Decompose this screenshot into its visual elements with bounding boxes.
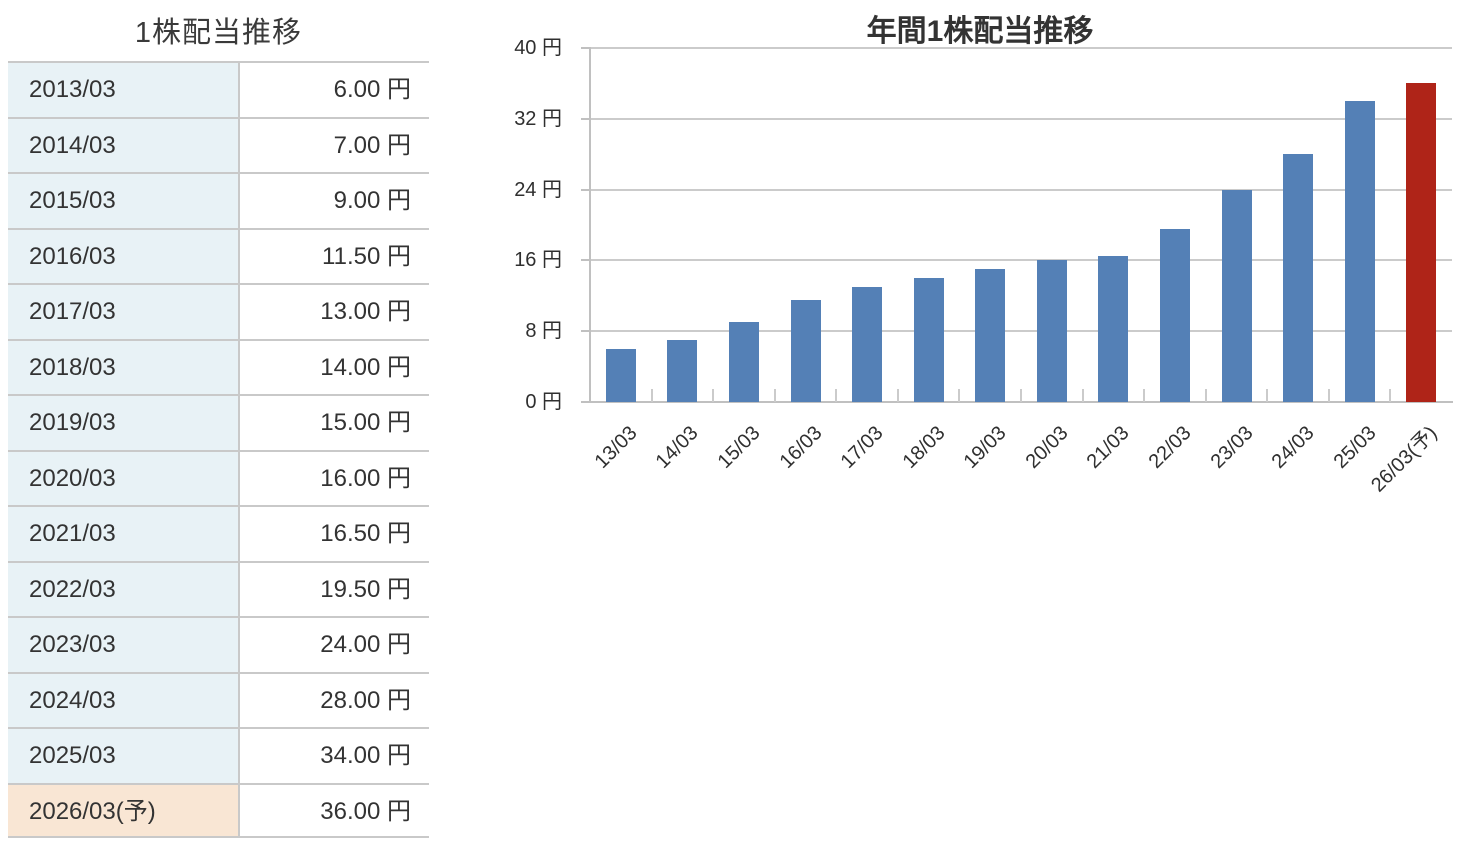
x-tick xyxy=(1266,389,1269,402)
value-cell: 11.50 円 xyxy=(240,229,429,283)
x-tick xyxy=(1081,389,1084,402)
x-tick xyxy=(1020,389,1022,402)
x-tick xyxy=(1204,389,1207,402)
grid-line xyxy=(590,259,1452,262)
value-cell: 14.00 円 xyxy=(240,340,429,394)
x-tick xyxy=(958,389,961,402)
x-tick xyxy=(712,389,715,402)
x-tick xyxy=(650,389,653,402)
value-cell: 36.00 円 xyxy=(240,784,429,836)
year-cell: 2016/03 xyxy=(8,229,240,283)
bar-26-03-forecast xyxy=(1406,83,1437,402)
x-tick xyxy=(835,389,838,402)
x-tick xyxy=(896,389,899,402)
chart-title: 年間1株配当推移 xyxy=(866,15,1094,48)
y-axis-line xyxy=(589,47,591,403)
bar-19-03 xyxy=(975,269,1006,402)
table-row: 2023/03 24.00 円 xyxy=(8,616,429,672)
bar-18-03 xyxy=(913,278,944,402)
year-cell: 2017/03 xyxy=(8,285,240,339)
year-cell: 2021/03 xyxy=(8,507,240,561)
year-cell: 2013/03 xyxy=(8,63,240,117)
year-cell: 2022/03 xyxy=(8,562,240,616)
y-tick xyxy=(581,47,590,49)
y-axis-label: 8 円 xyxy=(525,320,562,343)
value-cell: 28.00 円 xyxy=(240,673,429,727)
value-cell: 19.50 円 xyxy=(240,562,429,616)
value-cell: 6.00 円 xyxy=(240,63,429,117)
x-axis-line xyxy=(581,401,1453,403)
y-axis-label: 32 円 xyxy=(514,107,562,130)
y-axis-label: 24 円 xyxy=(514,178,562,201)
y-tick xyxy=(581,330,590,333)
year-cell: 2020/03 xyxy=(8,451,240,505)
x-tick xyxy=(1389,389,1392,402)
grid-line xyxy=(590,117,1452,120)
table-row: 2025/03 34.00 円 xyxy=(8,727,429,783)
table-row: 2024/03 28.00 円 xyxy=(8,671,429,727)
bar-20-03 xyxy=(1036,260,1067,402)
table-row: 2014/03 7.00 円 xyxy=(8,116,429,172)
bar-22-03 xyxy=(1159,229,1190,402)
table-row: 2021/03 16.50 円 xyxy=(8,505,429,561)
y-axis-label: 0 円 xyxy=(525,391,562,413)
table-row: 2018/03 14.00 円 xyxy=(8,338,429,394)
year-cell: 2014/03 xyxy=(8,118,240,172)
dividend-table: 1株配当推移 2013/03 6.00 円 2014/03 7.00 円 2015/03… xyxy=(8,0,429,838)
y-tick xyxy=(581,117,590,120)
table-row: 2026/03(予) 36.00 円 xyxy=(8,782,429,838)
value-cell: 16.00 円 xyxy=(240,451,429,505)
y-tick xyxy=(581,259,590,262)
year-cell: 2015/03 xyxy=(8,174,240,228)
table-row: 2019/03 15.00 円 xyxy=(8,394,429,450)
value-cell: 15.00 円 xyxy=(240,396,429,450)
bar-25-03 xyxy=(1344,101,1375,402)
year-cell: 2025/03 xyxy=(8,729,240,783)
y-axis-label: 40 円 xyxy=(514,37,562,59)
table-row: 2020/03 16.00 円 xyxy=(8,449,429,505)
bar-15-03 xyxy=(728,322,759,402)
x-tick xyxy=(1143,389,1146,402)
bar-21-03 xyxy=(1098,255,1129,402)
value-cell: 16.50 円 xyxy=(240,507,429,561)
y-tick xyxy=(581,188,590,191)
x-tick xyxy=(1327,389,1330,402)
table-row: 2017/03 13.00 円 xyxy=(8,283,429,339)
table-title: 1株配当推移 xyxy=(134,17,303,49)
table-row: 2013/03 6.00 円 xyxy=(8,61,429,117)
table-row: 2015/03 9.00 円 xyxy=(8,172,429,228)
bar-24-03 xyxy=(1283,154,1314,402)
table-row: 2016/03 11.50 円 xyxy=(8,227,429,283)
bar-23-03 xyxy=(1221,189,1252,402)
year-cell: 2019/03 xyxy=(8,396,240,450)
bar-14-03 xyxy=(667,340,698,402)
bar-13-03 xyxy=(605,348,636,402)
year-cell: 2026/03(予) xyxy=(8,784,240,836)
grid-line xyxy=(590,47,1452,49)
value-cell: 7.00 円 xyxy=(240,118,429,172)
y-axis-label: 16 円 xyxy=(514,249,562,272)
value-cell: 13.00 円 xyxy=(240,285,429,339)
bar-17-03 xyxy=(852,286,883,402)
value-cell: 34.00 円 xyxy=(240,729,429,783)
table-row: 2022/03 19.50 円 xyxy=(8,560,429,616)
bar-16-03 xyxy=(790,300,821,402)
year-cell: 2023/03 xyxy=(8,618,240,672)
value-cell: 24.00 円 xyxy=(240,618,429,672)
year-cell: 2024/03 xyxy=(8,673,240,727)
value-cell: 9.00 円 xyxy=(240,174,429,228)
x-tick xyxy=(773,389,776,402)
grid-line xyxy=(590,330,1452,333)
year-cell: 2018/03 xyxy=(8,340,240,394)
grid-line xyxy=(590,188,1452,191)
